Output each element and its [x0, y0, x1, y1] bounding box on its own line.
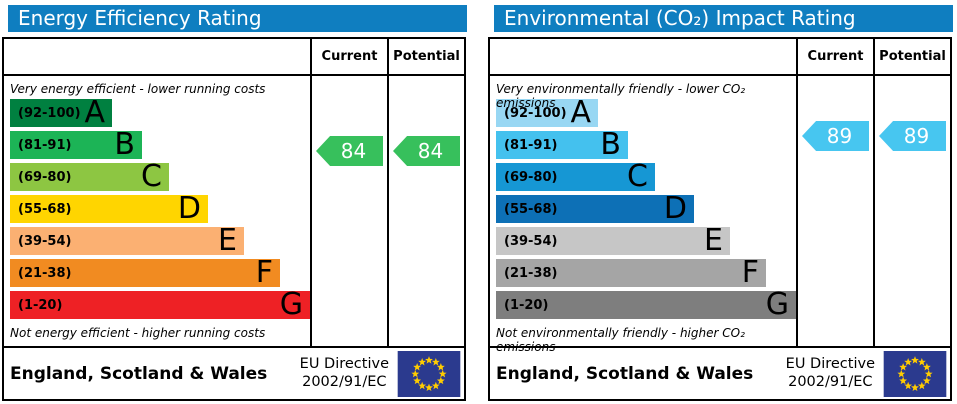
band-letter: F [741, 255, 759, 290]
band-b: (81-91) B [10, 127, 142, 162]
band-range-label: (21-38) [18, 265, 72, 281]
co2-panel-title: Environmental (CO₂) Impact Rating [494, 5, 953, 32]
band-b: (81-91) B [496, 127, 628, 162]
co2-impact-panel: Environmental (CO₂) Impact Rating Curren… [488, 5, 953, 401]
band-range-label: (1-20) [504, 297, 549, 313]
band-letter: A [570, 95, 591, 130]
energy-current-cell: 84 [310, 76, 387, 346]
band-range-label: (55-68) [504, 201, 558, 217]
potential-column-header: Potential [873, 39, 950, 76]
band-row: (39-54) E [10, 223, 310, 259]
bottom-caption: Not environmentally friendly - higher CO… [496, 326, 745, 354]
band-f: (21-38) F [496, 255, 766, 290]
eu-flag [883, 350, 947, 397]
co2-potential-arrow: 89 [879, 121, 946, 151]
band-row: (55-68) D [10, 191, 310, 227]
energy-band-chart: Very energy efficient - lower running co… [4, 76, 310, 346]
current-column-header: Current [310, 39, 387, 76]
band-range-label: (81-91) [18, 137, 72, 153]
band-row: (92-100) A [10, 95, 310, 131]
band-c: (69-80) C [496, 159, 655, 194]
band-row: (55-68) D [496, 191, 796, 227]
band-g: (1-20) G [10, 287, 310, 322]
band-e: (39-54) E [10, 223, 244, 258]
energy-potential-cell: 84 [387, 76, 464, 346]
energy-current-arrow: 84 [316, 136, 383, 166]
band-row: (81-91) B [10, 127, 310, 163]
co2-potential-cell: 89 [873, 76, 950, 346]
current-column-header: Current [796, 39, 873, 76]
energy-current-value: 84 [340, 139, 367, 163]
band-letter: F [255, 255, 273, 290]
region-label: England, Scotland & Wales [496, 363, 754, 384]
band-range-label: (69-80) [504, 169, 558, 185]
top-caption: Very energy efficient - lower running co… [10, 82, 266, 96]
co2-current-arrow: 89 [802, 121, 869, 151]
band-letter: G [765, 287, 789, 322]
eu-directive-label: EU Directive 2002/91/EC [299, 356, 389, 390]
eu-flag [397, 350, 461, 397]
band-d: (55-68) D [10, 191, 208, 226]
band-row: (1-20) G [10, 287, 310, 323]
potential-column-header: Potential [387, 39, 464, 76]
band-e: (39-54) E [496, 223, 730, 258]
band-a: (92-100) A [10, 95, 112, 130]
header-spacer-cell [4, 39, 310, 76]
band-letter: C [141, 159, 162, 194]
band-letter: B [114, 127, 135, 162]
energy-efficiency-panel: Energy Efficiency Rating Current Potenti… [2, 5, 467, 401]
band-range-label: (1-20) [18, 297, 63, 313]
co2-bands: (92-100) A (81-91) B (69-80) C [490, 95, 796, 323]
energy-potential-arrow: 84 [393, 136, 460, 166]
band-a: (92-100) A [496, 95, 598, 130]
band-letter: B [600, 127, 621, 162]
energy-table-footer: England, Scotland & Wales EU Directive 2… [4, 346, 464, 399]
band-row: (92-100) A [496, 95, 796, 131]
band-letter: D [177, 191, 201, 226]
band-g: (1-20) G [496, 287, 796, 322]
band-letter: C [627, 159, 648, 194]
region-label: England, Scotland & Wales [10, 363, 268, 384]
co2-rating-table: Current Potential Very environmentally f… [488, 37, 952, 401]
band-range-label: (55-68) [18, 201, 72, 217]
band-row: (39-54) E [496, 223, 796, 259]
energy-bands: (92-100) A (81-91) B (69-80) C [4, 95, 310, 323]
top-caption: Very environmentally friendly - lower CO… [496, 82, 746, 110]
band-range-label: (81-91) [504, 137, 558, 153]
band-row: (81-91) B [496, 127, 796, 163]
band-c: (69-80) C [10, 159, 169, 194]
energy-rating-table: Current Potential Very energy efficient … [2, 37, 466, 401]
header-spacer-cell [490, 39, 796, 76]
band-letter: G [279, 287, 303, 322]
band-range-label: (39-54) [18, 233, 72, 249]
band-range-label: (92-100) [504, 105, 567, 121]
co2-potential-value: 89 [903, 124, 930, 148]
eu-directive-label: EU Directive 2002/91/EC [785, 356, 875, 390]
band-row: (21-38) F [496, 255, 796, 291]
band-range-label: (39-54) [504, 233, 558, 249]
band-letter: D [663, 191, 687, 226]
bottom-caption: Not energy efficient - higher running co… [10, 326, 266, 340]
band-f: (21-38) F [10, 255, 280, 290]
energy-potential-value: 84 [417, 139, 444, 163]
band-letter: E [704, 223, 723, 258]
co2-table-footer: England, Scotland & Wales EU Directive 2… [490, 346, 950, 399]
energy-panel-title: Energy Efficiency Rating [8, 5, 467, 32]
band-letter: A [84, 95, 105, 130]
band-d: (55-68) D [496, 191, 694, 226]
band-row: (1-20) G [496, 287, 796, 323]
band-row: (21-38) F [10, 255, 310, 291]
band-range-label: (21-38) [504, 265, 558, 281]
band-row: (69-80) C [10, 159, 310, 195]
co2-current-value: 89 [826, 124, 853, 148]
band-letter: E [218, 223, 237, 258]
band-range-label: (69-80) [18, 169, 72, 185]
band-range-label: (92-100) [18, 105, 81, 121]
band-row: (69-80) C [496, 159, 796, 195]
co2-band-chart: Very environmentally friendly - lower CO… [490, 76, 796, 354]
co2-current-cell: 89 [796, 76, 873, 346]
